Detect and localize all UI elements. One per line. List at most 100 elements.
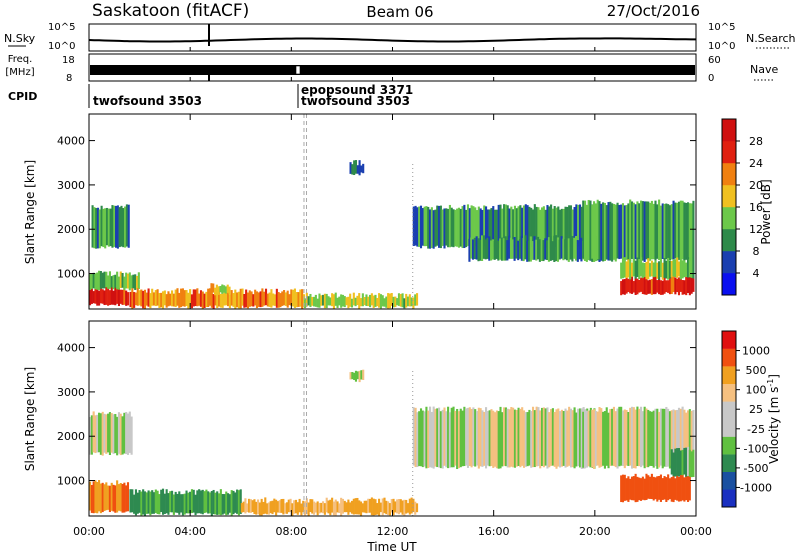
data-cell [490,409,493,467]
data-cell [415,293,419,306]
data-cell [486,209,489,249]
data-cell [665,260,668,279]
ytick-label: 1000 [57,475,85,488]
data-cell [101,411,104,456]
data-cell [261,288,264,307]
data-cell [479,239,482,261]
data-cell [668,260,672,279]
data-cell [103,290,106,306]
data-cell [537,207,540,247]
data-cell [163,493,166,514]
data-cell [640,257,643,277]
data-cell [408,294,411,307]
colorbar-segment [722,141,736,164]
data-cell [459,208,462,247]
data-cell [470,205,473,246]
data-cell [497,204,500,249]
data-cell [332,501,335,516]
data-cell [661,478,664,500]
data-cell [454,410,457,466]
data-cell [647,409,650,468]
data-cell [685,474,688,501]
data-cell [634,409,637,469]
data-cell [301,289,304,309]
data-cell [151,288,154,306]
data-cell [520,236,523,261]
nsearch-tick-top: 10^5 [708,22,735,33]
data-cell [358,500,361,515]
data-cell [325,293,328,309]
data-cell [192,289,195,307]
data-cell [506,408,509,468]
data-cell [692,276,695,292]
data-cell [430,207,433,248]
data-cell [214,287,217,296]
data-cell [201,489,204,515]
data-cell [564,408,567,468]
data-cell [169,293,172,306]
data-cell [356,165,359,174]
freq-tick-bottom: 8 [66,73,72,84]
data-cell [270,289,273,308]
data-cell [596,199,599,260]
data-cell [105,207,109,246]
data-cell [387,501,390,516]
data-cell [334,292,337,306]
data-cell [630,406,634,469]
data-cell [104,208,107,249]
data-cell [676,473,679,501]
data-cell [632,476,635,501]
data-cell [629,259,632,280]
data-cell [656,262,659,279]
data-cell [670,477,673,502]
data-cell [351,164,354,175]
data-cell [396,298,399,306]
data-cell [120,205,123,247]
data-cell [668,205,672,261]
data-cell [571,410,574,468]
data-cell [408,498,411,515]
colorbar-tick-label: 12 [749,223,763,236]
data-cell [427,410,430,468]
data-cell [679,408,682,469]
data-cell [167,291,170,307]
data-cell [560,208,563,246]
data-cell [388,293,391,309]
data-cell [403,499,406,516]
data-cell [445,411,448,468]
data-cell [539,410,542,469]
data-cell [681,200,684,260]
data-cell [573,237,576,259]
data-cell [130,275,133,289]
data-cell [630,201,634,259]
data-cell [638,408,641,467]
data-cell [553,206,556,247]
data-cell [189,289,192,307]
nave-tick-bottom: 0 [708,73,714,84]
data-cell [535,206,538,247]
cpid-entry-2: epopsound 3371 [301,83,413,97]
data-cell [415,503,419,513]
data-cell [636,201,639,260]
data-cell [359,298,363,307]
data-cell [650,260,653,277]
data-cell [163,290,166,306]
data-cell [276,501,279,513]
data-cell [562,411,565,466]
xtick-label: 00:00 [73,525,105,538]
data-cell [524,235,527,260]
data-cell [494,412,497,467]
data-cell [670,449,673,475]
data-cell [115,205,118,248]
data-cell [266,293,269,307]
data-cell [441,409,444,469]
data-cell [623,279,626,295]
data-cell [221,284,224,294]
data-cell [320,502,323,513]
data-cell [91,205,94,248]
data-cell [248,290,251,307]
data-cell [483,411,486,466]
data-cell [434,408,437,467]
data-cell [260,498,263,516]
data-cell [679,257,682,280]
